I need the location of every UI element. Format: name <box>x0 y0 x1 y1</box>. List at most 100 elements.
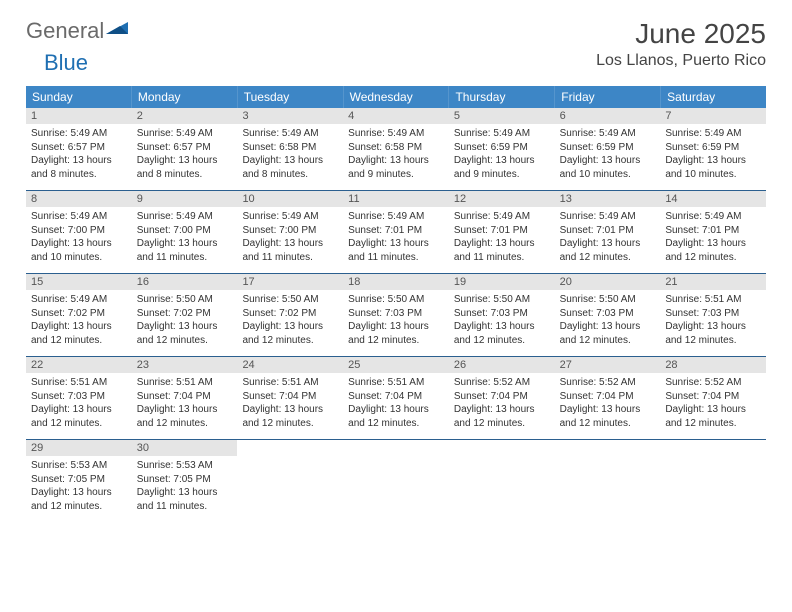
sunset-line: Sunset: 7:05 PM <box>31 473 127 487</box>
day-number: 19 <box>449 274 555 290</box>
daylight-line: Daylight: 13 hours and 9 minutes. <box>348 154 444 181</box>
day-body: Sunrise: 5:49 AMSunset: 7:01 PMDaylight:… <box>343 207 449 269</box>
day-number: 28 <box>660 357 766 373</box>
day-body: Sunrise: 5:49 AMSunset: 6:59 PMDaylight:… <box>555 124 661 186</box>
sunrise-line: Sunrise: 5:49 AM <box>454 210 550 224</box>
logo-triangle-icon <box>106 20 132 43</box>
day-cell: 23Sunrise: 5:51 AMSunset: 7:04 PMDayligh… <box>132 357 238 439</box>
day-number: 6 <box>555 108 661 124</box>
daylight-line: Daylight: 13 hours and 12 minutes. <box>242 403 338 430</box>
sunrise-line: Sunrise: 5:49 AM <box>137 127 233 141</box>
logo-word1: General <box>26 18 104 44</box>
day-cell: 7Sunrise: 5:49 AMSunset: 6:59 PMDaylight… <box>660 108 766 190</box>
day-body: Sunrise: 5:49 AMSunset: 7:00 PMDaylight:… <box>237 207 343 269</box>
sunset-line: Sunset: 7:03 PM <box>454 307 550 321</box>
day-cell: 16Sunrise: 5:50 AMSunset: 7:02 PMDayligh… <box>132 274 238 356</box>
daylight-line: Daylight: 13 hours and 11 minutes. <box>348 237 444 264</box>
sunrise-line: Sunrise: 5:49 AM <box>242 210 338 224</box>
logo: General <box>26 18 134 44</box>
day-body: Sunrise: 5:51 AMSunset: 7:04 PMDaylight:… <box>132 373 238 435</box>
daylight-line: Daylight: 13 hours and 12 minutes. <box>137 403 233 430</box>
daylight-line: Daylight: 13 hours and 8 minutes. <box>137 154 233 181</box>
weekday-header-row: SundayMondayTuesdayWednesdayThursdayFrid… <box>26 86 766 108</box>
day-body: Sunrise: 5:50 AMSunset: 7:02 PMDaylight:… <box>132 290 238 352</box>
sunrise-line: Sunrise: 5:51 AM <box>31 376 127 390</box>
day-cell: 3Sunrise: 5:49 AMSunset: 6:58 PMDaylight… <box>237 108 343 190</box>
day-cell-empty <box>660 440 766 522</box>
day-cell: 29Sunrise: 5:53 AMSunset: 7:05 PMDayligh… <box>26 440 132 522</box>
sunrise-line: Sunrise: 5:51 AM <box>137 376 233 390</box>
day-body: Sunrise: 5:50 AMSunset: 7:03 PMDaylight:… <box>449 290 555 352</box>
day-number: 16 <box>132 274 238 290</box>
daylight-line: Daylight: 13 hours and 12 minutes. <box>348 320 444 347</box>
sunset-line: Sunset: 7:01 PM <box>454 224 550 238</box>
day-cell: 6Sunrise: 5:49 AMSunset: 6:59 PMDaylight… <box>555 108 661 190</box>
day-cell: 5Sunrise: 5:49 AMSunset: 6:59 PMDaylight… <box>449 108 555 190</box>
day-body: Sunrise: 5:49 AMSunset: 7:01 PMDaylight:… <box>660 207 766 269</box>
week-row: 29Sunrise: 5:53 AMSunset: 7:05 PMDayligh… <box>26 440 766 522</box>
sunrise-line: Sunrise: 5:49 AM <box>560 210 656 224</box>
sunrise-line: Sunrise: 5:51 AM <box>348 376 444 390</box>
day-number: 8 <box>26 191 132 207</box>
sunrise-line: Sunrise: 5:53 AM <box>31 459 127 473</box>
day-number: 12 <box>449 191 555 207</box>
day-cell: 1Sunrise: 5:49 AMSunset: 6:57 PMDaylight… <box>26 108 132 190</box>
calendar: SundayMondayTuesdayWednesdayThursdayFrid… <box>26 86 766 522</box>
day-body: Sunrise: 5:49 AMSunset: 6:59 PMDaylight:… <box>660 124 766 186</box>
day-number: 13 <box>555 191 661 207</box>
week-row: 8Sunrise: 5:49 AMSunset: 7:00 PMDaylight… <box>26 191 766 274</box>
sunset-line: Sunset: 7:02 PM <box>242 307 338 321</box>
daylight-line: Daylight: 13 hours and 12 minutes. <box>31 486 127 513</box>
sunset-line: Sunset: 7:01 PM <box>560 224 656 238</box>
sunset-line: Sunset: 6:59 PM <box>560 141 656 155</box>
day-number: 20 <box>555 274 661 290</box>
day-number: 15 <box>26 274 132 290</box>
sunrise-line: Sunrise: 5:50 AM <box>137 293 233 307</box>
daylight-line: Daylight: 13 hours and 9 minutes. <box>454 154 550 181</box>
sunrise-line: Sunrise: 5:49 AM <box>31 210 127 224</box>
daylight-line: Daylight: 13 hours and 12 minutes. <box>665 237 761 264</box>
day-body: Sunrise: 5:50 AMSunset: 7:02 PMDaylight:… <box>237 290 343 352</box>
sunset-line: Sunset: 7:00 PM <box>137 224 233 238</box>
sunset-line: Sunset: 7:01 PM <box>348 224 444 238</box>
sunrise-line: Sunrise: 5:50 AM <box>560 293 656 307</box>
daylight-line: Daylight: 13 hours and 10 minutes. <box>665 154 761 181</box>
sunset-line: Sunset: 6:59 PM <box>665 141 761 155</box>
day-body: Sunrise: 5:49 AMSunset: 7:00 PMDaylight:… <box>132 207 238 269</box>
sunrise-line: Sunrise: 5:50 AM <box>348 293 444 307</box>
day-number: 7 <box>660 108 766 124</box>
day-number: 30 <box>132 440 238 456</box>
daylight-line: Daylight: 13 hours and 12 minutes. <box>31 403 127 430</box>
day-body: Sunrise: 5:52 AMSunset: 7:04 PMDaylight:… <box>449 373 555 435</box>
sunset-line: Sunset: 7:05 PM <box>137 473 233 487</box>
sunrise-line: Sunrise: 5:52 AM <box>560 376 656 390</box>
day-cell: 18Sunrise: 5:50 AMSunset: 7:03 PMDayligh… <box>343 274 449 356</box>
week-row: 15Sunrise: 5:49 AMSunset: 7:02 PMDayligh… <box>26 274 766 357</box>
sunset-line: Sunset: 7:04 PM <box>242 390 338 404</box>
day-number: 18 <box>343 274 449 290</box>
day-number: 5 <box>449 108 555 124</box>
day-cell: 25Sunrise: 5:51 AMSunset: 7:04 PMDayligh… <box>343 357 449 439</box>
day-body: Sunrise: 5:51 AMSunset: 7:04 PMDaylight:… <box>343 373 449 435</box>
daylight-line: Daylight: 13 hours and 10 minutes. <box>31 237 127 264</box>
day-body: Sunrise: 5:51 AMSunset: 7:03 PMDaylight:… <box>26 373 132 435</box>
day-cell: 13Sunrise: 5:49 AMSunset: 7:01 PMDayligh… <box>555 191 661 273</box>
day-number: 11 <box>343 191 449 207</box>
day-cell: 22Sunrise: 5:51 AMSunset: 7:03 PMDayligh… <box>26 357 132 439</box>
day-number: 24 <box>237 357 343 373</box>
day-cell: 9Sunrise: 5:49 AMSunset: 7:00 PMDaylight… <box>132 191 238 273</box>
day-cell: 19Sunrise: 5:50 AMSunset: 7:03 PMDayligh… <box>449 274 555 356</box>
day-body: Sunrise: 5:49 AMSunset: 7:01 PMDaylight:… <box>555 207 661 269</box>
sunrise-line: Sunrise: 5:49 AM <box>137 210 233 224</box>
sunrise-line: Sunrise: 5:53 AM <box>137 459 233 473</box>
day-body: Sunrise: 5:49 AMSunset: 6:58 PMDaylight:… <box>343 124 449 186</box>
sunset-line: Sunset: 6:58 PM <box>348 141 444 155</box>
sunrise-line: Sunrise: 5:50 AM <box>454 293 550 307</box>
sunset-line: Sunset: 7:00 PM <box>242 224 338 238</box>
day-number: 2 <box>132 108 238 124</box>
day-body: Sunrise: 5:49 AMSunset: 7:00 PMDaylight:… <box>26 207 132 269</box>
daylight-line: Daylight: 13 hours and 12 minutes. <box>454 320 550 347</box>
day-number: 10 <box>237 191 343 207</box>
day-number: 21 <box>660 274 766 290</box>
day-cell: 27Sunrise: 5:52 AMSunset: 7:04 PMDayligh… <box>555 357 661 439</box>
